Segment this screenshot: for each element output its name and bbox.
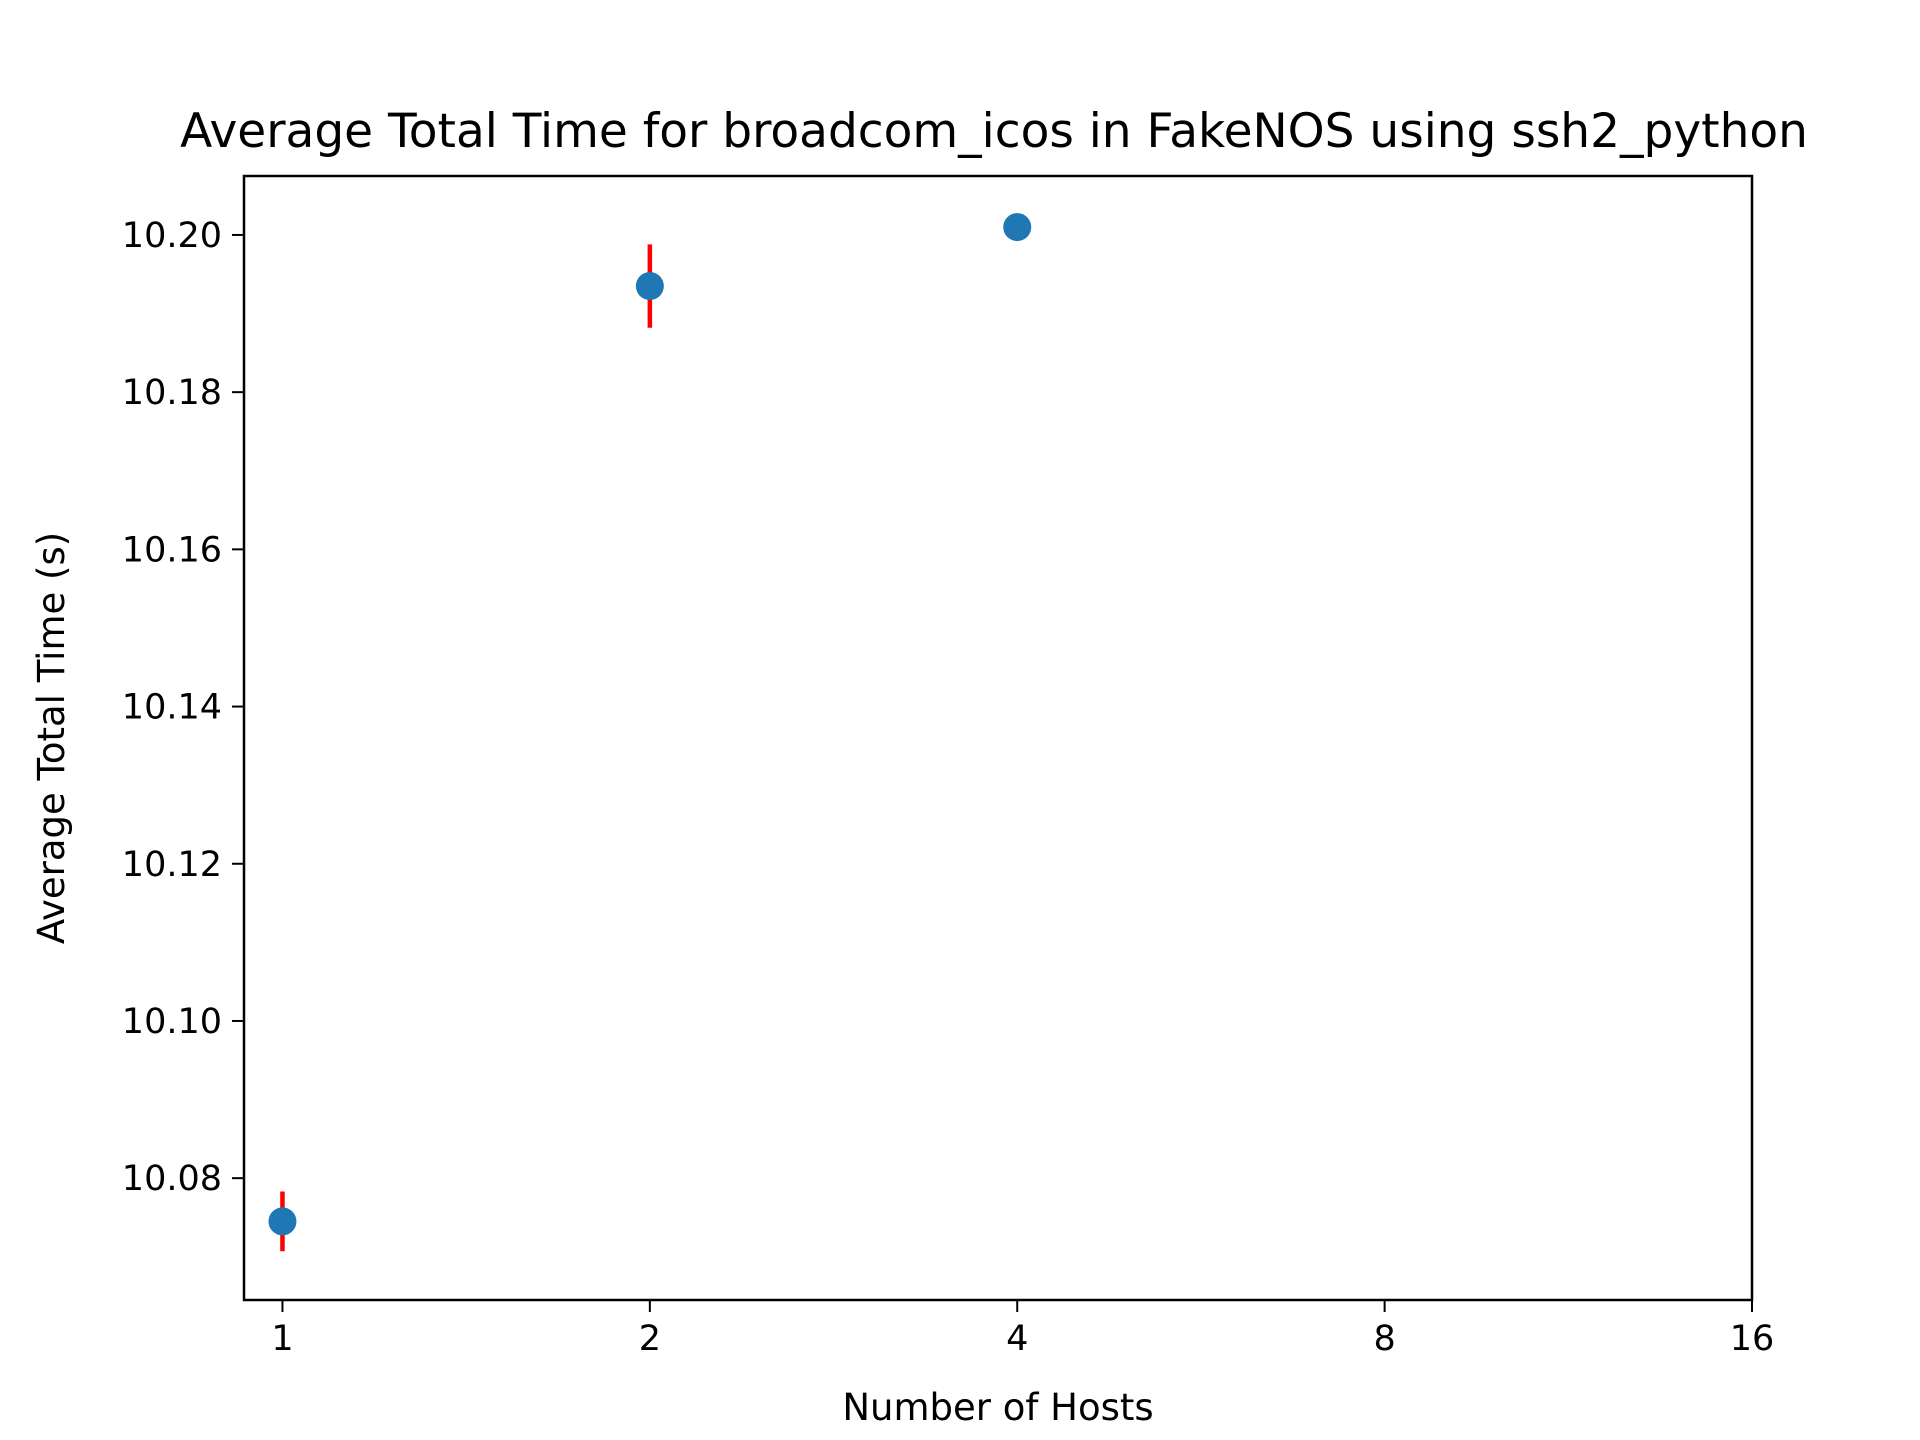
x-tick-label: 2: [639, 1319, 661, 1359]
y-tick-label: 10.16: [122, 530, 222, 570]
y-tick-label: 10.14: [122, 688, 222, 728]
y-tick-label: 10.08: [122, 1159, 222, 1199]
y-tick-label: 10.20: [122, 216, 222, 256]
x-axis-ticks: 1 2 4 8 16: [271, 1300, 1774, 1359]
data-point: [1003, 213, 1032, 242]
x-tick-label: 16: [1730, 1319, 1775, 1359]
x-tick-label: 8: [1373, 1319, 1395, 1359]
y-tick-label: 10.12: [122, 845, 222, 885]
data-point: [268, 1207, 297, 1236]
data-point: [635, 272, 664, 301]
chart-title: Average Total Time for broadcom_icos in …: [180, 104, 1808, 159]
y-axis-label: Average Total Time (s): [30, 532, 73, 944]
y-tick-label: 10.18: [122, 373, 222, 413]
y-tick-label: 10.10: [122, 1002, 222, 1042]
x-axis-label: Number of Hosts: [842, 1386, 1153, 1429]
plot-area-frame: [242, 174, 1754, 1302]
plot-marks: [268, 213, 1032, 1252]
x-tick-label: 1: [271, 1319, 293, 1359]
y-axis-ticks: 10.08 10.10 10.12 10.14 10.16 10.18 10.20: [122, 216, 244, 1199]
x-tick-label: 4: [1006, 1319, 1028, 1359]
